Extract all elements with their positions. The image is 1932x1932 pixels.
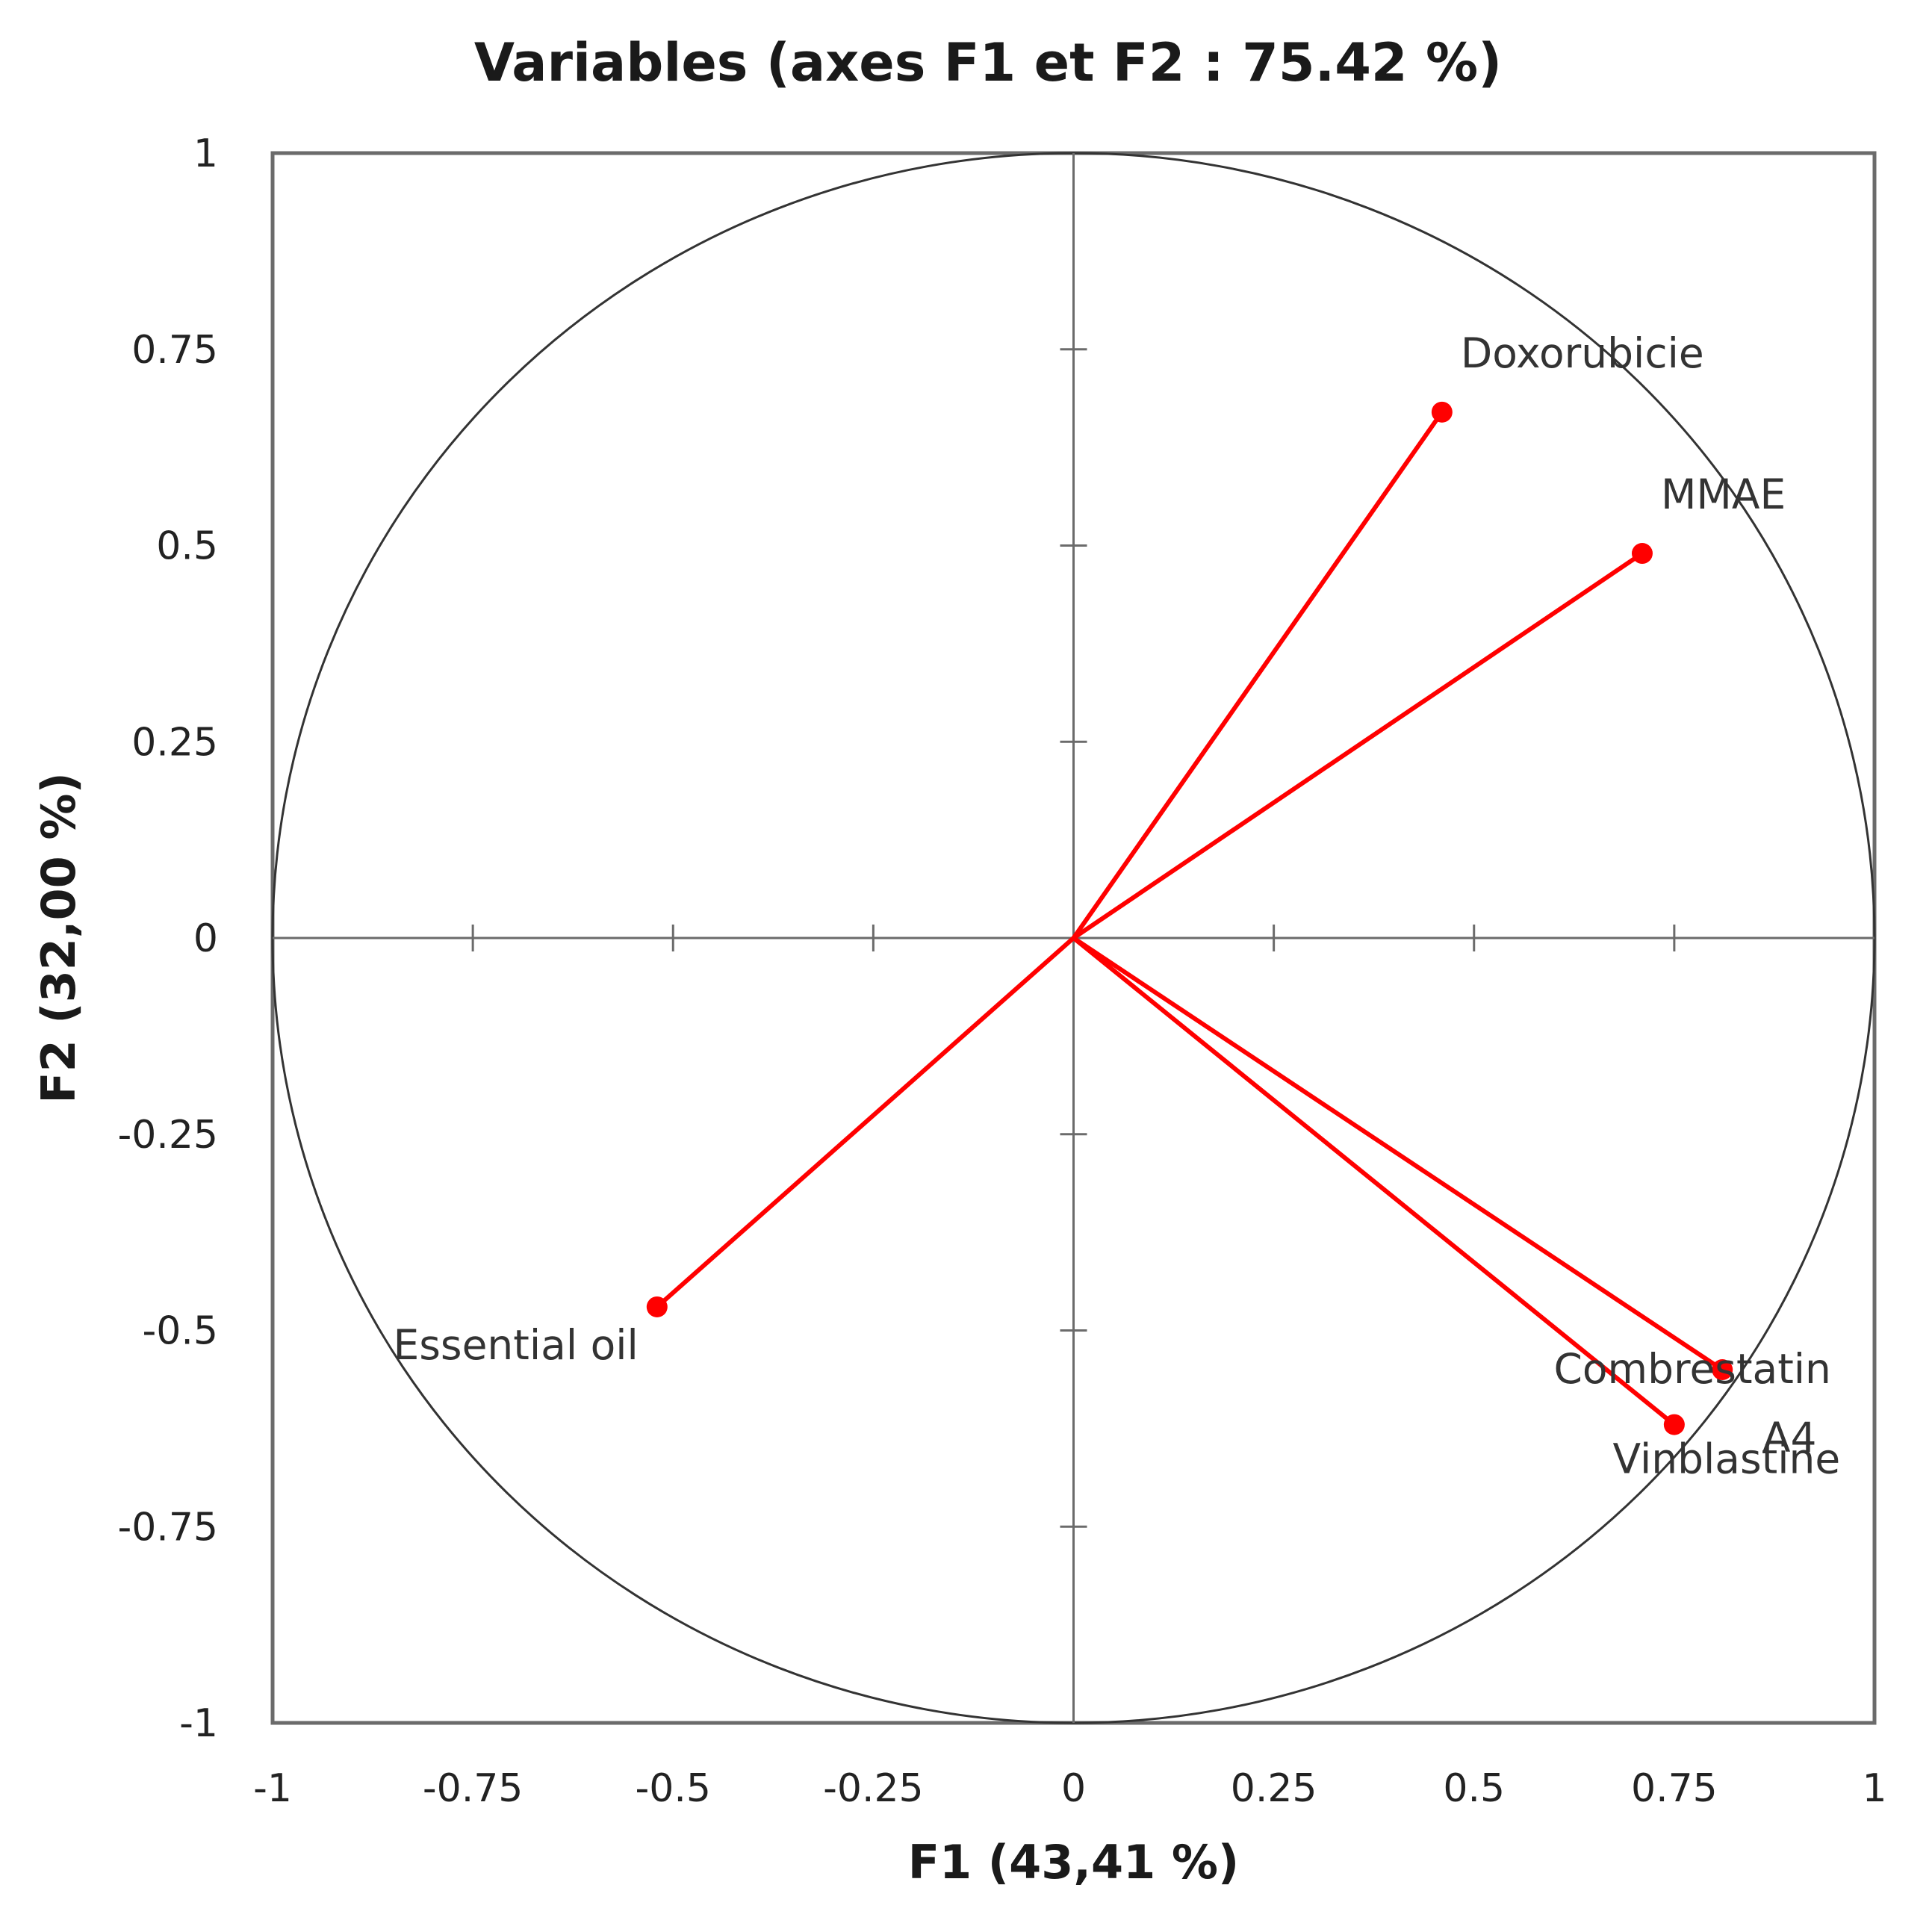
label-vinblastine: Vinblastine [1613, 1435, 1841, 1483]
x-tick-label: 0.5 [1443, 1766, 1505, 1811]
point-combrestatin-a4 [1712, 1359, 1733, 1381]
x-axis-tick-labels: -1 -0.75 -0.5 -0.25 0 0.25 0.5 0.75 1 [253, 1766, 1886, 1811]
x-tick-label: 1 [1862, 1766, 1886, 1811]
point-vinblastine [1663, 1414, 1685, 1435]
x-tick-label: -0.75 [423, 1766, 524, 1811]
x-tick-label: 0 [1061, 1766, 1086, 1811]
vector-doxorubicie [1072, 411, 1444, 939]
point-doxorubicie [1431, 401, 1453, 423]
vector-essential-oil [655, 936, 1075, 1309]
y-tick-label: 0.75 [131, 328, 218, 373]
variable-vectors [646, 401, 1733, 1435]
label-combrestatin-a4: Combrestatin A4 [1554, 1345, 1831, 1462]
vector-mmae [1072, 551, 1644, 940]
point-mmae [1631, 543, 1653, 565]
chart-title: Variables (axes F1 et F2 : 75.42 %) [474, 32, 1502, 93]
x-axis-title: F1 (43,41 %) [908, 1835, 1240, 1889]
y-tick-label: -0.5 [143, 1309, 218, 1354]
y-tick-label: -0.75 [117, 1505, 218, 1550]
y-tick-label: 0.25 [131, 720, 218, 765]
y-tick-label: 1 [193, 131, 218, 176]
x-tick-label: 0.25 [1231, 1766, 1317, 1811]
x-tick-label: 0.75 [1631, 1766, 1718, 1811]
point-essential-oil [646, 1296, 668, 1317]
axis-ticks [471, 348, 1676, 1528]
vector-vinblastine [1072, 936, 1676, 1426]
y-tick-label: 0 [193, 916, 218, 961]
y-tick-label: -1 [179, 1701, 218, 1746]
variable-labels: Doxorubicie MMAE Combrestatin A4Vinblastine… [394, 329, 1841, 1483]
x-tick-label: -0.5 [636, 1766, 711, 1811]
x-tick-label: -0.25 [823, 1766, 924, 1811]
label-mmae: MMAE [1661, 470, 1786, 518]
y-axis-title: F2 (32,00 %) [31, 772, 86, 1104]
x-tick-label: -1 [253, 1766, 292, 1811]
y-tick-label: 0.5 [156, 524, 218, 569]
vector-combrestatin-a4 [1072, 936, 1724, 1372]
label-doxorubicie: Doxorubicie [1461, 329, 1704, 377]
y-axis-tick-labels: 1 0.75 0.5 0.25 0 -0.25 -0.5 -0.75 -1 [117, 131, 218, 1746]
label-essential-oil: Essential oil [394, 1321, 639, 1369]
y-tick-label: -0.25 [117, 1113, 218, 1158]
